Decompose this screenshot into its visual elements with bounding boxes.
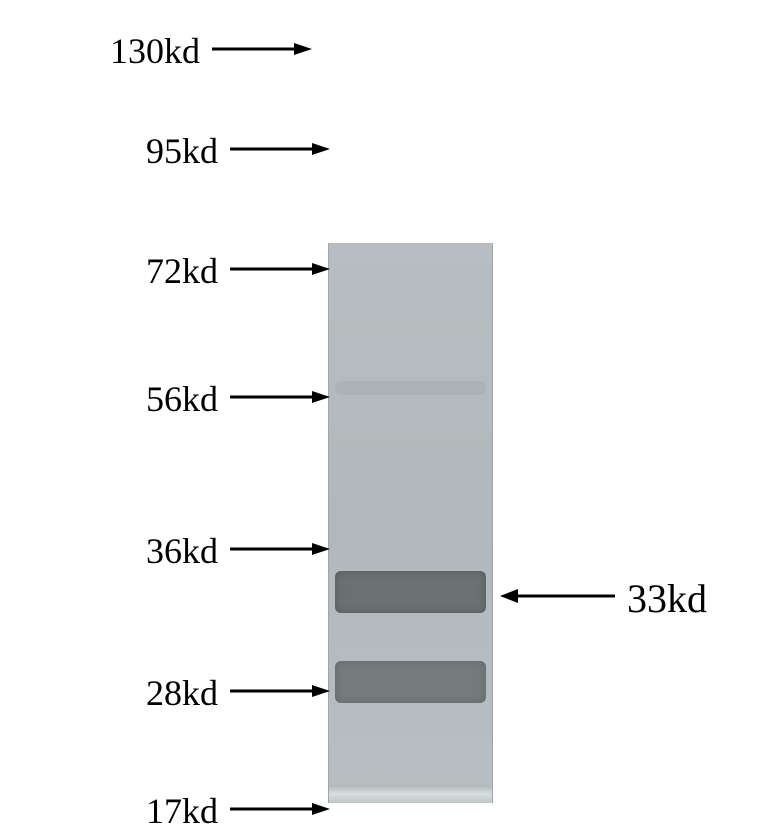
arrow-right-icon xyxy=(212,39,312,64)
band-28kd-secondary xyxy=(335,661,486,703)
arrow-right-icon xyxy=(230,681,330,706)
marker-130kd: 130kd xyxy=(90,30,312,72)
arrow-right-icon xyxy=(230,139,330,164)
arrow-right-icon xyxy=(230,387,330,412)
marker-17kd: 17kd xyxy=(108,790,330,832)
arrow-right-icon xyxy=(230,539,330,564)
arrow-right-icon xyxy=(230,259,330,284)
gel-dye-front xyxy=(329,785,492,803)
marker-36kd: 36kd xyxy=(108,530,330,572)
marker-label: 95kd xyxy=(108,130,218,172)
marker-label: 72kd xyxy=(108,250,218,292)
marker-28kd: 28kd xyxy=(108,672,330,714)
target-33kd: 33kd xyxy=(500,575,707,622)
gel-lane xyxy=(328,243,493,803)
marker-label: 130kd xyxy=(90,30,200,72)
marker-label: 36kd xyxy=(108,530,218,572)
marker-label: 17kd xyxy=(108,790,218,832)
arrow-left-icon xyxy=(500,585,615,612)
marker-56kd: 56kd xyxy=(108,378,330,420)
band-33kd-main xyxy=(335,571,486,613)
marker-95kd: 95kd xyxy=(108,130,330,172)
marker-label: 28kd xyxy=(108,672,218,714)
arrow-right-icon xyxy=(230,799,330,824)
marker-72kd: 72kd xyxy=(108,250,330,292)
target-label: 33kd xyxy=(627,575,707,622)
marker-label: 56kd xyxy=(108,378,218,420)
band-56kd-faint xyxy=(335,381,486,395)
